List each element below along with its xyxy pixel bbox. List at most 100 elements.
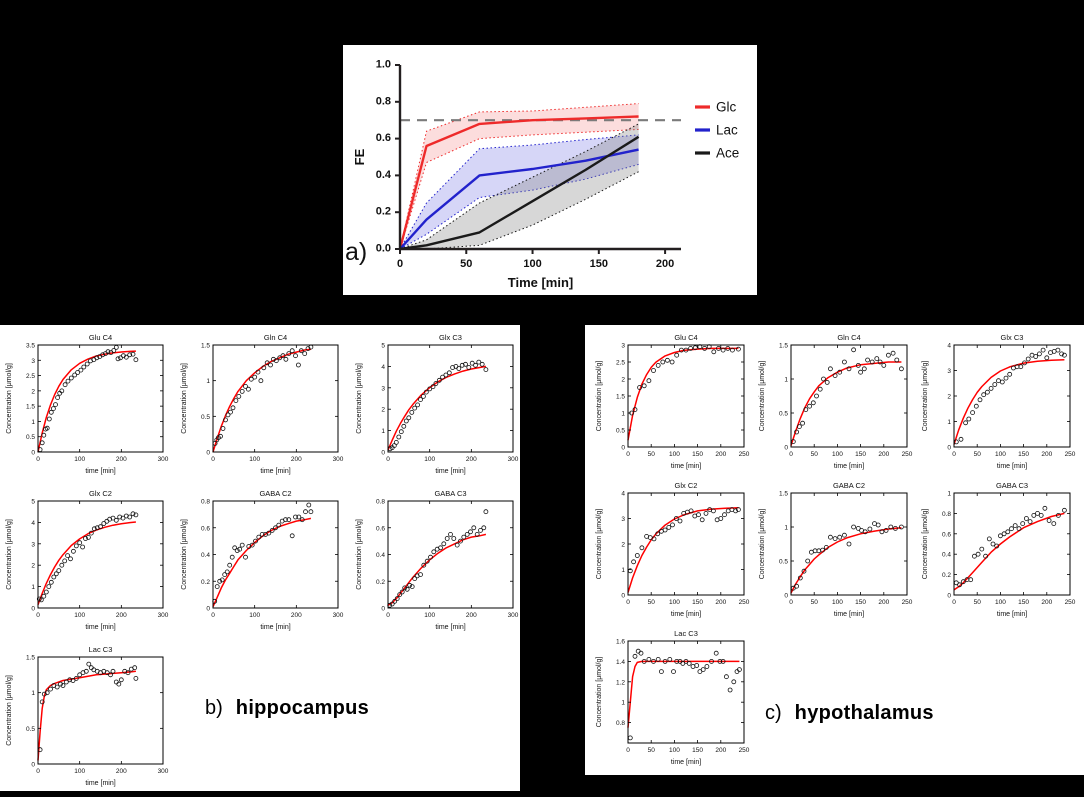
svg-text:Gln C4: Gln C4 (837, 333, 860, 342)
svg-text:1: 1 (31, 690, 35, 697)
panel-c-caption: c) hypothalamus (765, 702, 934, 725)
svg-text:Concentration [μmol/g]: Concentration [μmol/g] (356, 363, 363, 434)
svg-text:time [min]: time [min] (85, 780, 115, 787)
svg-text:0: 0 (947, 445, 951, 452)
hippocampus-glu-c4-chart: 0 100 200 300 0 0.5 1 1.5 2 2.5 3 3.5 time [min] Conc… (0, 330, 172, 480)
svg-text:200: 200 (878, 599, 889, 606)
svg-text:0: 0 (211, 456, 215, 463)
svg-text:2: 2 (621, 377, 625, 384)
hypothalamus-gln-c4-chart: 0 50 100 150 200 250 0 0.5 1 1.5 time [min] Concent… (753, 330, 916, 475)
svg-text:time [min]: time [min] (260, 624, 290, 631)
svg-text:0: 0 (626, 599, 630, 606)
svg-text:Concentration [μmol/g]: Concentration [μmol/g] (759, 361, 766, 432)
svg-text:100: 100 (249, 612, 260, 619)
svg-text:0.0: 0.0 (376, 243, 391, 255)
svg-text:Glx C3: Glx C3 (439, 333, 462, 342)
svg-text:1: 1 (621, 567, 625, 574)
svg-text:Concentration [μmol/g]: Concentration [μmol/g] (6, 519, 13, 590)
svg-text:GABA C2: GABA C2 (833, 481, 865, 490)
svg-text:0: 0 (36, 768, 40, 775)
svg-text:0: 0 (31, 762, 35, 769)
hippocampus-gaba-c3-chart: 0 100 200 300 0 0.2 0.4 0.6 0.8 time [min] Concent… (350, 486, 522, 636)
svg-text:3.5: 3.5 (26, 343, 35, 350)
svg-text:Concentration [μmol/g]: Concentration [μmol/g] (6, 675, 13, 746)
svg-text:Lac C3: Lac C3 (674, 629, 698, 638)
svg-text:1.4: 1.4 (616, 659, 625, 666)
svg-text:0.5: 0.5 (616, 428, 625, 435)
svg-text:2: 2 (621, 542, 625, 549)
svg-text:50: 50 (811, 451, 819, 458)
svg-text:3: 3 (31, 358, 35, 365)
panel-a-fe-timecourse: 0 50 100 150 200 0.0 0.2 0.4 0.6 0.8 1.0 Time [min]… (343, 45, 757, 295)
svg-text:200: 200 (1041, 599, 1052, 606)
panel-c-hypothalamus: 0 50 100 150 200 250 0 0.5 1 1.5 2 2.5 3 time [min] Co… (585, 325, 1084, 775)
svg-text:0: 0 (626, 747, 630, 754)
svg-text:100: 100 (74, 612, 85, 619)
svg-text:Lac: Lac (716, 123, 738, 138)
svg-text:0.6: 0.6 (942, 531, 951, 538)
svg-text:Glx C2: Glx C2 (675, 481, 698, 490)
svg-text:4: 4 (947, 343, 951, 350)
svg-text:1: 1 (381, 428, 385, 435)
svg-text:100: 100 (74, 768, 85, 775)
svg-text:Concentration [μmol/g]: Concentration [μmol/g] (922, 361, 929, 432)
svg-text:Concentration [μmol/g]: Concentration [μmol/g] (356, 519, 363, 590)
svg-text:50: 50 (811, 599, 819, 606)
hippocampus-gln-c4-chart: 0 100 200 300 0 0.5 1 1.5 time [min] Concentratio… (175, 330, 347, 480)
svg-text:0: 0 (381, 606, 385, 613)
panel-a-letter: a) (345, 238, 368, 266)
svg-text:0: 0 (206, 450, 210, 457)
svg-text:0.5: 0.5 (26, 726, 35, 733)
svg-text:0.4: 0.4 (376, 169, 392, 181)
svg-text:150: 150 (1018, 451, 1029, 458)
hippocampus-lac-c3-chart: 0 100 200 300 0 0.5 1 1.5 time [min] Concentratio… (0, 642, 172, 792)
svg-text:Ace: Ace (716, 146, 739, 161)
svg-text:250: 250 (902, 599, 913, 606)
hippocampus-glx-c2-chart: 0 100 200 300 0 1 2 3 4 5 time [min] Concentration … (0, 486, 172, 636)
svg-text:time [min]: time [min] (834, 611, 864, 618)
svg-text:0.2: 0.2 (376, 206, 391, 218)
svg-text:2.5: 2.5 (616, 360, 625, 367)
svg-text:0: 0 (31, 606, 35, 613)
svg-text:0: 0 (784, 445, 788, 452)
svg-text:Gln C4: Gln C4 (264, 333, 287, 342)
svg-text:time [min]: time [min] (435, 468, 465, 475)
svg-text:0: 0 (386, 612, 390, 619)
fe-vs-time-chart: 0 50 100 150 200 0.0 0.2 0.4 0.6 0.8 1.0 Time [min]… (343, 45, 757, 295)
svg-text:100: 100 (523, 258, 541, 270)
svg-text:0.6: 0.6 (376, 132, 391, 144)
svg-text:200: 200 (116, 612, 127, 619)
svg-text:Concentration [μmol/g]: Concentration [μmol/g] (759, 509, 766, 580)
svg-text:Concentration [μmol/g]: Concentration [μmol/g] (596, 509, 603, 580)
svg-text:0: 0 (947, 593, 951, 600)
svg-text:FE: FE (352, 148, 367, 165)
svg-text:300: 300 (158, 456, 169, 463)
hippocampus-glx-c3-chart: 0 100 200 300 0 1 2 3 4 5 time [min] Concentration … (350, 330, 522, 480)
svg-text:200: 200 (715, 451, 726, 458)
svg-text:0: 0 (211, 612, 215, 619)
svg-text:0: 0 (621, 445, 625, 452)
svg-text:100: 100 (669, 451, 680, 458)
svg-text:0: 0 (952, 599, 956, 606)
svg-text:1.5: 1.5 (26, 404, 35, 411)
svg-text:150: 150 (855, 599, 866, 606)
svg-text:0: 0 (31, 450, 35, 457)
svg-text:0.6: 0.6 (201, 525, 210, 532)
svg-text:Glu C4: Glu C4 (674, 333, 697, 342)
svg-text:time [min]: time [min] (85, 624, 115, 631)
svg-text:1.5: 1.5 (779, 491, 788, 498)
svg-text:1: 1 (621, 700, 625, 707)
svg-text:1: 1 (31, 419, 35, 426)
svg-text:0: 0 (36, 456, 40, 463)
svg-text:100: 100 (424, 612, 435, 619)
hippocampus-gaba-c2-chart: 0 100 200 300 0 0.2 0.4 0.6 0.8 time [min] Concent… (175, 486, 347, 636)
svg-text:100: 100 (74, 456, 85, 463)
svg-text:150: 150 (692, 747, 703, 754)
svg-text:1: 1 (206, 378, 210, 385)
svg-text:50: 50 (648, 451, 656, 458)
svg-text:GABA C3: GABA C3 (434, 489, 466, 498)
svg-text:100: 100 (249, 456, 260, 463)
svg-text:100: 100 (995, 451, 1006, 458)
svg-text:300: 300 (158, 768, 169, 775)
svg-text:1.0: 1.0 (376, 59, 391, 71)
